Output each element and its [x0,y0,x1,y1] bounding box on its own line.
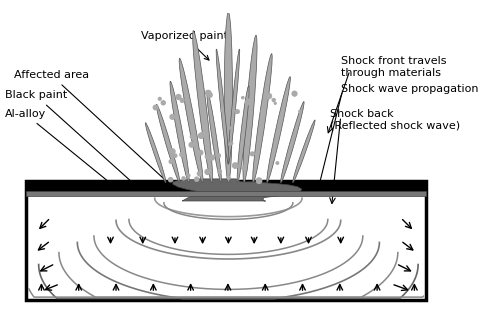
Circle shape [180,153,184,156]
Bar [26,181,427,300]
Circle shape [274,102,276,104]
Ellipse shape [281,102,304,183]
Text: Affected area: Affected area [14,70,172,186]
Text: Black paint: Black paint [4,91,140,189]
Circle shape [216,154,220,158]
Ellipse shape [207,91,221,183]
Circle shape [242,167,244,169]
Circle shape [256,178,262,183]
Circle shape [250,152,254,156]
Circle shape [161,101,165,105]
Circle shape [176,95,181,99]
Bar [26,191,427,197]
Circle shape [198,133,204,138]
Circle shape [227,176,230,179]
Circle shape [246,151,248,153]
Circle shape [209,155,214,160]
Polygon shape [173,179,302,201]
Circle shape [170,115,175,119]
Ellipse shape [267,77,290,183]
Text: Shock wave propagation: Shock wave propagation [341,84,478,94]
Circle shape [261,111,263,113]
Ellipse shape [179,58,203,183]
Ellipse shape [237,86,249,183]
Circle shape [205,169,210,174]
Circle shape [169,160,173,163]
Circle shape [205,155,209,159]
Ellipse shape [252,54,272,183]
Circle shape [175,108,177,110]
Circle shape [243,166,245,168]
Circle shape [236,110,239,114]
Circle shape [247,99,250,103]
Circle shape [218,170,221,173]
Ellipse shape [170,81,189,183]
Ellipse shape [192,31,212,183]
Ellipse shape [228,49,240,164]
Circle shape [266,94,271,99]
Circle shape [233,163,238,168]
Text: Shock back
(Reflected shock wave): Shock back (Reflected shock wave) [330,109,460,130]
Ellipse shape [145,123,166,183]
Circle shape [198,150,203,155]
Circle shape [292,91,297,96]
Circle shape [229,143,231,145]
Bar [26,181,427,194]
Text: Shock front travels
through materials: Shock front travels through materials [341,56,446,78]
Circle shape [170,149,175,154]
Circle shape [299,110,302,113]
Circle shape [272,99,275,102]
Circle shape [174,154,177,157]
Circle shape [158,97,161,100]
Text: Al-alloy: Al-alloy [4,109,126,196]
Circle shape [180,99,184,102]
Circle shape [221,109,223,112]
Ellipse shape [224,12,233,183]
Circle shape [206,90,211,96]
Circle shape [208,93,212,97]
Ellipse shape [293,120,315,183]
Ellipse shape [243,35,257,183]
Ellipse shape [216,49,229,164]
Circle shape [189,142,194,147]
Circle shape [187,174,190,177]
Circle shape [200,132,204,137]
Circle shape [197,171,202,176]
Circle shape [231,142,233,144]
Circle shape [242,97,244,99]
Circle shape [153,105,158,110]
Circle shape [190,135,193,138]
Circle shape [230,127,232,129]
Circle shape [169,178,173,182]
Circle shape [182,177,185,180]
Circle shape [276,162,279,164]
Text: Vaporized paint: Vaporized paint [141,31,228,60]
Ellipse shape [156,104,180,183]
Circle shape [246,100,250,105]
Circle shape [194,177,199,181]
